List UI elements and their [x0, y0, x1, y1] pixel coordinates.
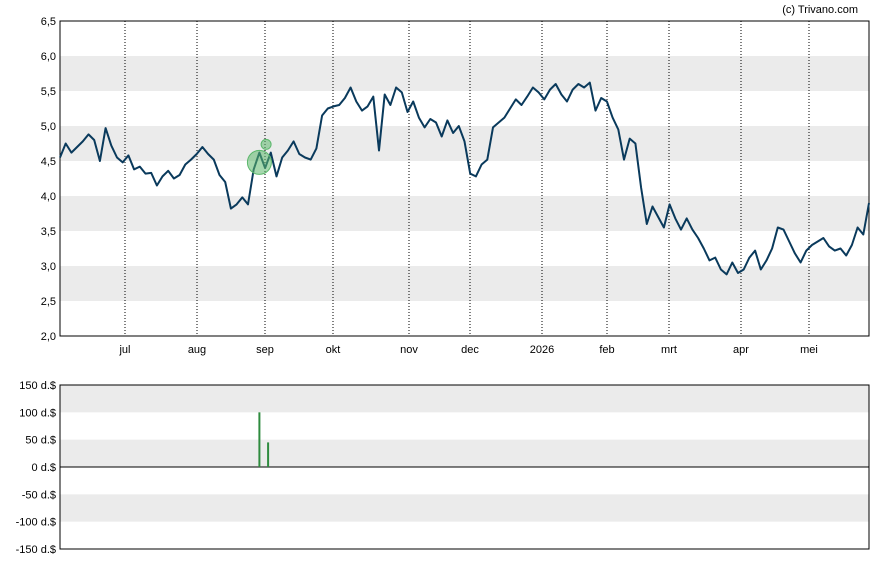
price-y-tick-label: 4,5 — [41, 156, 56, 168]
dividend-y-tick-label: 50 d.$ — [25, 435, 56, 447]
price-band — [60, 196, 869, 231]
price-x-tick-label: feb — [599, 344, 614, 356]
price-y-tick-label: 6,0 — [41, 51, 56, 63]
price-y-tick-label: 5,5 — [41, 86, 56, 98]
price-y-axis: 2,0 2,5 3,0 3,5 4,0 4,5 5,0 5,5 6,0 6,5 — [41, 16, 56, 343]
dividend-y-axis: -150 d.$ -100 d.$ -50 d.$ 0 d.$ 50 d.$ 100 d.… — [16, 380, 56, 556]
price-x-tick-label: sep — [256, 344, 274, 356]
dividend-y-tick-label: -150 d.$ — [16, 544, 56, 556]
price-y-tick-label: 2,5 — [41, 296, 56, 308]
price-y-tick-label: 5,0 — [41, 121, 56, 133]
dividend-bars — [258, 412, 270, 467]
price-y-tick-label: 6,5 — [41, 16, 56, 28]
dividend-marker — [246, 138, 272, 175]
price-x-tick-label: aug — [188, 344, 206, 356]
price-x-tick-label: apr — [733, 344, 749, 356]
dividend-marker-large — [246, 149, 272, 175]
price-panel: 2,0 2,5 3,0 3,5 4,0 4,5 5,0 5,5 6,0 6,5 jul aug sep… — [41, 16, 870, 356]
dividend-band — [60, 385, 869, 413]
credit-text: (c) Trivano.com — [782, 4, 858, 16]
price-band — [60, 266, 869, 301]
price-x-tick-label: jul — [118, 344, 130, 356]
price-band — [60, 56, 869, 91]
price-y-tick-label: 2,0 — [41, 331, 56, 343]
dividend-marker-small — [260, 138, 272, 150]
price-x-tick-label: mei — [800, 344, 818, 356]
dividend-panel: -150 d.$ -100 d.$ -50 d.$ 0 d.$ 50 d.$ 100 d.… — [16, 380, 870, 556]
dividend-band — [60, 439, 869, 467]
price-x-tick-label: okt — [326, 344, 341, 356]
dividend-y-tick-label: 150 d.$ — [19, 380, 56, 392]
dividend-y-tick-label: -50 d.$ — [22, 489, 56, 501]
dividend-y-tick-label: 100 d.$ — [19, 407, 56, 419]
dividend-y-tick-label: -100 d.$ — [16, 517, 56, 529]
price-x-tick-label: nov — [400, 344, 418, 356]
price-x-axis: jul aug sep okt nov dec 2026 feb mrt apr mei — [118, 344, 817, 356]
price-y-tick-label: 3,0 — [41, 261, 56, 273]
price-frame — [59, 20, 870, 337]
price-bands — [60, 56, 869, 301]
dividend-band — [60, 494, 869, 522]
price-x-tick-label: dec — [461, 344, 479, 356]
dividend-y-tick-label: 0 d.$ — [32, 462, 56, 474]
price-y-tick-label: 3,5 — [41, 226, 56, 238]
dividend-bands — [60, 385, 869, 522]
price-line — [59, 81, 870, 276]
price-x-tick-label: 2026 — [530, 344, 554, 356]
price-x-tick-label: mrt — [661, 344, 677, 356]
price-y-tick-label: 4,0 — [41, 191, 56, 203]
